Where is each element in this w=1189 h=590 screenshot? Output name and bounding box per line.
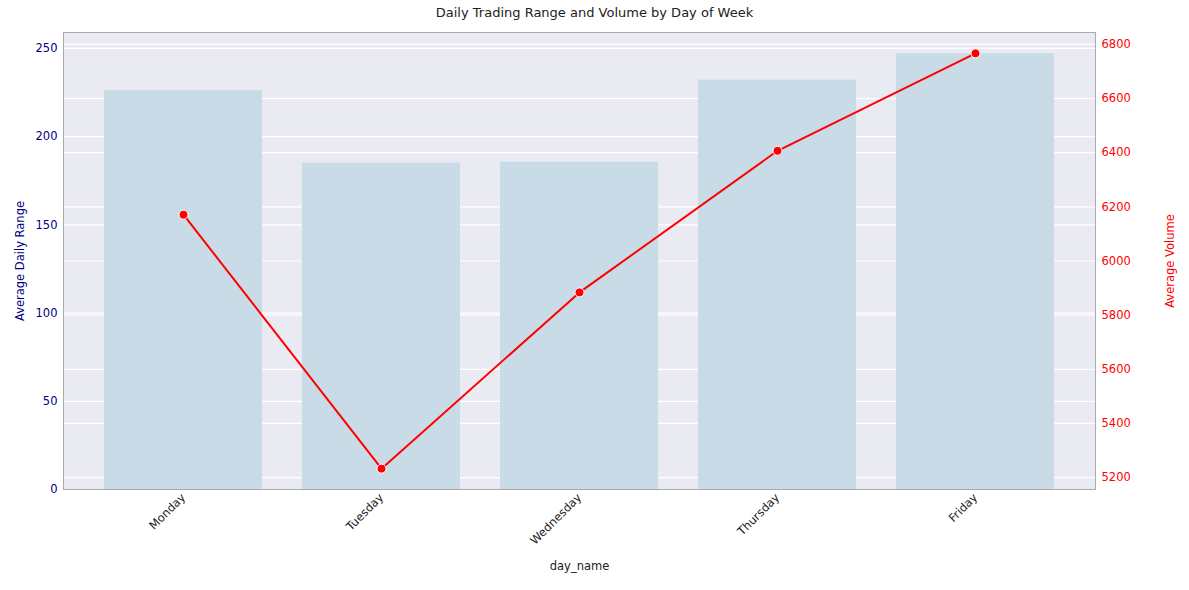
svg-text:Friday: Friday (946, 490, 981, 525)
svg-text:5800: 5800 (1102, 308, 1131, 322)
svg-text:Average Volume: Average Volume (1163, 214, 1177, 308)
svg-text:6000: 6000 (1102, 254, 1131, 268)
html-text:Daily Trading Range and Volume: Daily Trading Range and Volume by Day of… (435, 5, 754, 20)
svg-text:100: 100 (36, 306, 58, 320)
svg-text:150: 150 (36, 218, 58, 232)
svg-text:Monday: Monday (146, 490, 188, 532)
svg-text:Tuesday: Tuesday (343, 490, 387, 534)
svg-text:250: 250 (36, 41, 58, 55)
svg-text:200: 200 (36, 129, 58, 143)
svg-text:day_name: day_name (550, 559, 610, 573)
svg-text:6800: 6800 (1102, 37, 1131, 51)
svg-text:Thursday: Thursday (734, 490, 783, 539)
svg-text:5400: 5400 (1102, 416, 1131, 430)
svg-text:50: 50 (43, 394, 58, 408)
svg-text:0: 0 (50, 482, 57, 496)
svg-text:6200: 6200 (1102, 200, 1131, 214)
svg-text:Wednesday: Wednesday (527, 490, 584, 547)
svg-text:5600: 5600 (1102, 362, 1131, 376)
svg-text:6400: 6400 (1102, 145, 1131, 159)
svg-text:5200: 5200 (1102, 470, 1131, 484)
svg-text:Average Daily Range: Average Daily Range (13, 201, 27, 321)
svg-text:6600: 6600 (1102, 91, 1131, 105)
